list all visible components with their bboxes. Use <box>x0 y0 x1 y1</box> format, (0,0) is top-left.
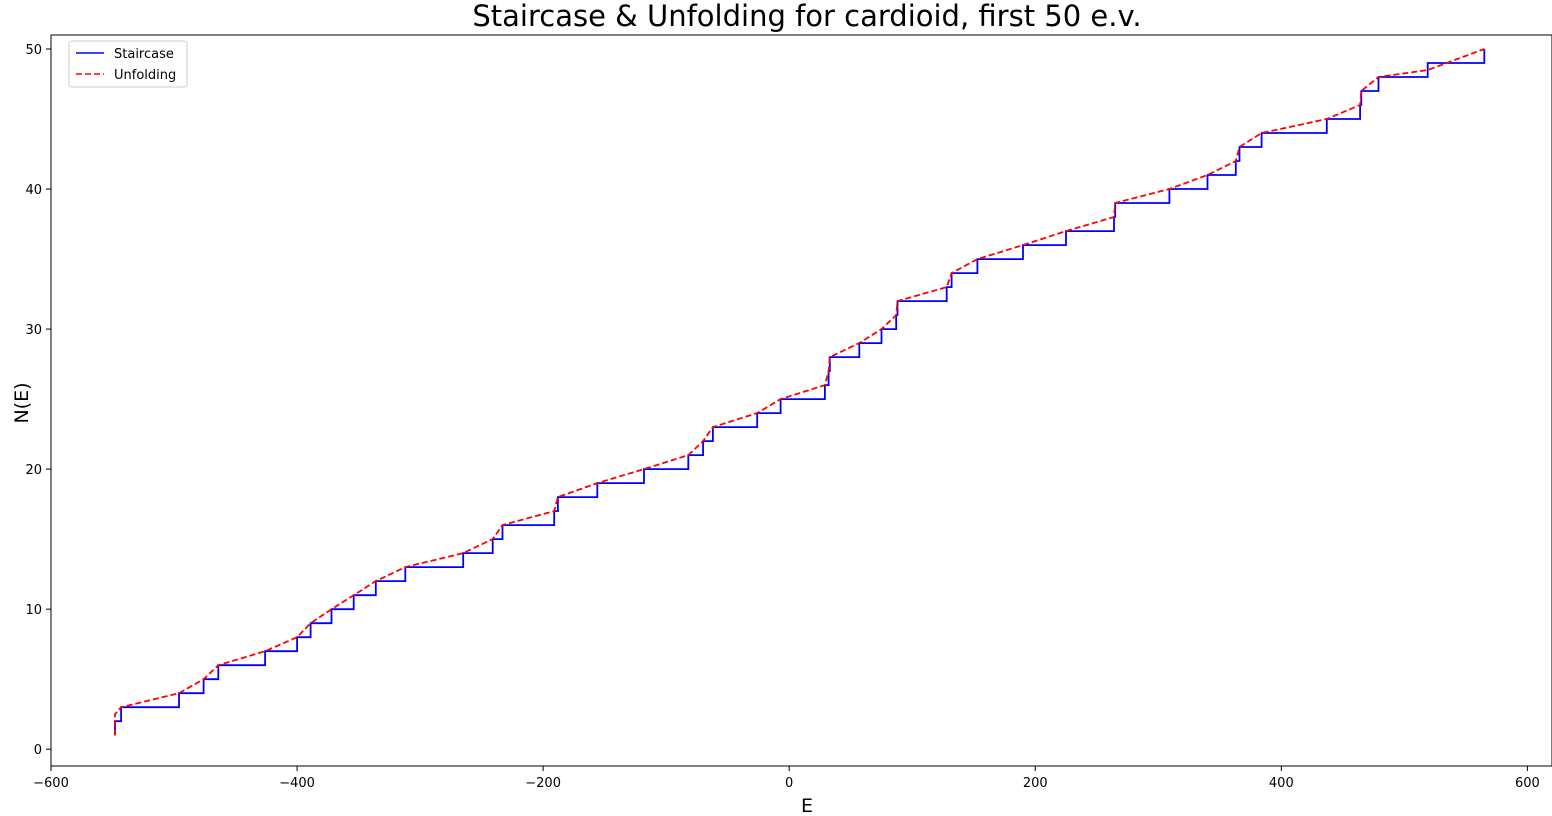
x-tick-label: 200 <box>1023 776 1048 791</box>
x-tick-label: 400 <box>1269 776 1294 791</box>
plot-area <box>51 35 1552 766</box>
x-axis-title: E <box>801 795 813 816</box>
x-tick-label: −400 <box>279 776 315 791</box>
y-tick-label: 30 <box>25 323 42 338</box>
y-tick-label: 0 <box>34 743 42 758</box>
x-tick-label: −600 <box>33 776 69 791</box>
y-axis-title: N(E) <box>11 382 33 423</box>
x-tick-label: −200 <box>525 776 561 791</box>
y-tick-label: 40 <box>25 183 42 198</box>
legend-label-unfolding: Unfolding <box>114 68 176 83</box>
legend-label-staircase: Staircase <box>114 47 174 62</box>
staircase-line <box>114 49 1486 736</box>
x-tick-label: 0 <box>785 776 793 791</box>
unfolding-line <box>114 48 1485 736</box>
legend: Staircase Unfolding <box>68 40 188 88</box>
x-tick-label: 600 <box>1515 776 1540 791</box>
chart-title: Staircase & Unfolding for cardioid, firs… <box>472 0 1141 33</box>
y-tick-label: 10 <box>25 603 42 618</box>
y-tick-label: 50 <box>25 43 42 58</box>
y-tick-label: 20 <box>25 463 42 478</box>
axes-frame <box>50 34 1552 767</box>
